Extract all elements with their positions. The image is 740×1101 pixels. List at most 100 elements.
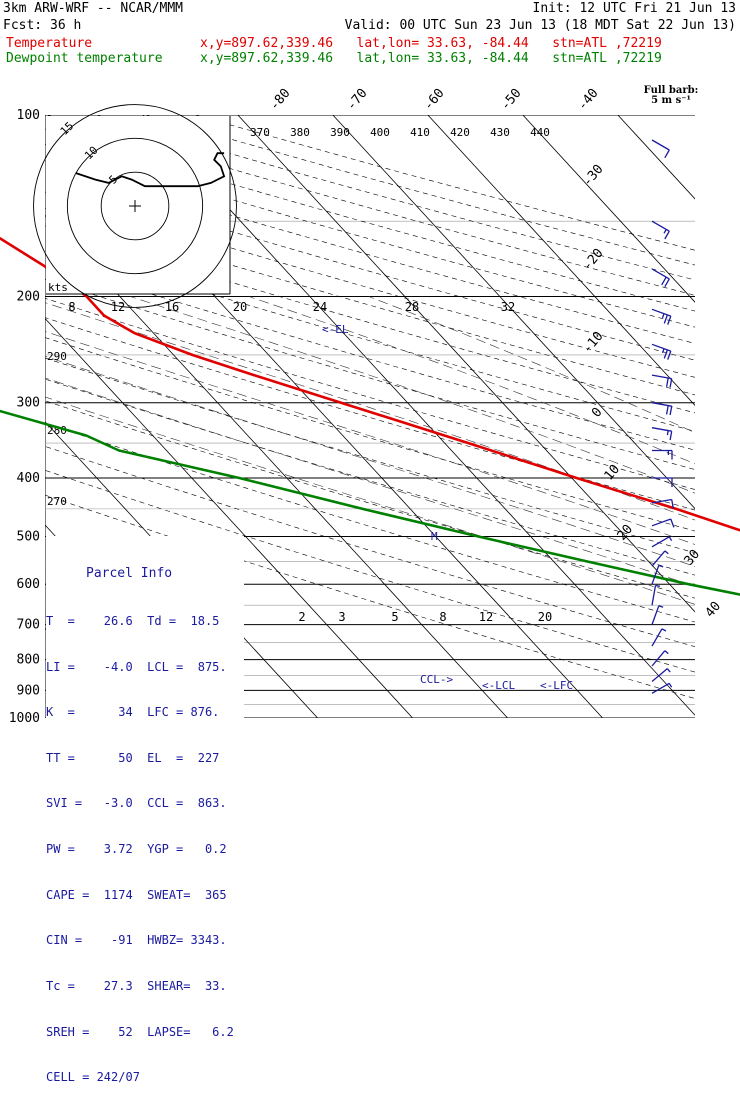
wind-barb bbox=[651, 650, 669, 667]
wind-barb-flag bbox=[669, 431, 673, 441]
mixing-ratio-label: 28 bbox=[405, 300, 419, 314]
isotherm-line bbox=[45, 317, 413, 718]
wind-barb-shaft bbox=[651, 682, 670, 694]
wind-barb-half-flag bbox=[661, 348, 665, 354]
el-marker: <-EL bbox=[322, 323, 349, 336]
dry-adiabat bbox=[45, 208, 695, 396]
wind-barb bbox=[651, 268, 670, 288]
moist-adiabat bbox=[45, 302, 695, 521]
mixing-ratio-label: 20 bbox=[233, 300, 247, 314]
wind-barb bbox=[651, 139, 670, 159]
lcl-marker: <-LCL bbox=[482, 679, 515, 692]
theta-e-label: 420 bbox=[450, 126, 470, 139]
wind-barb-flag bbox=[669, 406, 673, 416]
ccl-marker: CCL-> bbox=[420, 673, 453, 686]
mixing-ratio-label: 12 bbox=[111, 300, 125, 314]
valid-time: Valid: 00 UTC Sun 23 Jun 13 (18 MDT Sat … bbox=[344, 18, 736, 33]
hodograph-units-label: kts bbox=[48, 281, 68, 294]
wind-barb-flag bbox=[663, 314, 669, 324]
wind-barb-half-flag bbox=[666, 430, 669, 436]
moist-adiabat bbox=[45, 396, 695, 605]
mixing-ratio-label: 5 bbox=[391, 610, 398, 624]
wind-barb-shaft bbox=[651, 536, 670, 548]
temperature-location: x,y=897.62,339.46 lat,lon= 33.63, -84.44… bbox=[200, 36, 662, 51]
mixing-ratio-label: 32 bbox=[501, 300, 515, 314]
wind-barb bbox=[651, 605, 664, 625]
isotherm-label-top: -40 bbox=[575, 86, 602, 114]
pressure-tick-label: 700 bbox=[17, 618, 40, 633]
wind-barb bbox=[651, 668, 671, 682]
isotherm-line bbox=[237, 115, 695, 613]
wind-barb-shaft bbox=[651, 605, 660, 625]
wind-barb-flag bbox=[667, 315, 672, 325]
model-title: 3km ARW-WRF -- NCAR/MMM bbox=[3, 1, 184, 16]
mixing-ratio-label: 3 bbox=[338, 610, 345, 624]
isotherm-line bbox=[522, 115, 695, 303]
wind-barb-half-flag bbox=[655, 584, 661, 587]
dry-adiabat bbox=[45, 337, 695, 532]
moist-adiabat bbox=[368, 296, 695, 433]
moist-adiabat bbox=[130, 296, 695, 494]
dry-adiabat bbox=[194, 115, 695, 251]
wind-barb-half-flag bbox=[658, 564, 664, 568]
hodograph-ring bbox=[66, 137, 204, 275]
moist-adiabat bbox=[248, 296, 695, 465]
parcel-row: TT = 50 EL = 227 bbox=[46, 750, 220, 765]
isotherm-label-right: 0 bbox=[589, 405, 606, 421]
isotherm-line bbox=[427, 115, 695, 406]
wind-barb-shaft bbox=[651, 139, 670, 151]
wind-barb bbox=[651, 308, 672, 325]
parcel-row: CAPE = 1174 SWEAT= 365 bbox=[46, 887, 227, 902]
wind-barb-half-flag bbox=[668, 536, 673, 542]
mixing-ratio-label: 8 bbox=[68, 300, 75, 314]
theta-e-label: 390 bbox=[330, 126, 350, 139]
isotherm-label-top: -70 bbox=[344, 86, 371, 114]
pressure-tick-label: 800 bbox=[17, 653, 40, 668]
theta-e-label: 370 bbox=[250, 126, 270, 139]
wind-barb-half-flag bbox=[664, 650, 669, 655]
wind-barb-flag bbox=[664, 230, 670, 240]
wind-barb-key: Full barb: 5 m s⁻¹ bbox=[632, 86, 710, 106]
level-marker: M bbox=[431, 530, 438, 543]
pressure-tick-label: 1000 bbox=[9, 711, 40, 726]
mixing-ratio-label: 12 bbox=[479, 610, 493, 624]
wind-barb-half-flag bbox=[668, 682, 673, 688]
theta-e-label: 380 bbox=[290, 126, 310, 139]
parcel-row: CELL = 242/07 bbox=[46, 1070, 140, 1085]
lfc-marker: <-LFC bbox=[540, 679, 573, 692]
wind-barb bbox=[651, 374, 673, 388]
dry-adiabat bbox=[45, 400, 695, 599]
wind-barb-flag bbox=[669, 378, 673, 388]
wind-barb-flag bbox=[661, 276, 667, 286]
pressure-tick-label: 200 bbox=[17, 290, 40, 305]
wind-barb-flag bbox=[663, 349, 669, 359]
isotherm-label-right: -20 bbox=[580, 246, 607, 274]
wind-barb-flag bbox=[665, 377, 669, 387]
parcel-info-panel: Parcel Info T = 26.6 Td = 18.5 LI = -4.0… bbox=[46, 536, 244, 1084]
wind-barb-shaft bbox=[651, 565, 660, 585]
parcel-info-title: Parcel Info bbox=[86, 566, 173, 582]
wind-barb bbox=[651, 628, 667, 647]
wind-barb-flag bbox=[671, 499, 674, 509]
pressure-tick-label: 900 bbox=[17, 683, 40, 698]
wind-barb-shaft bbox=[651, 550, 666, 567]
moist-adiabat bbox=[45, 331, 695, 545]
wind-barb bbox=[651, 536, 673, 548]
pressure-tick-label: 100 bbox=[17, 108, 40, 123]
wind-barb-shaft bbox=[651, 498, 672, 504]
wind-barb bbox=[651, 427, 673, 441]
isotherm-label-right: -10 bbox=[580, 329, 607, 357]
dewpoint-location: x,y=897.62,339.46 lat,lon= 33.63, -84.44… bbox=[200, 51, 662, 66]
wind-barb-half-flag bbox=[666, 668, 671, 673]
wind-barb bbox=[651, 402, 673, 416]
wind-barb-half-flag bbox=[663, 229, 667, 234]
wind-barb-shaft bbox=[651, 308, 672, 317]
wind-barb-half-flag bbox=[661, 313, 665, 319]
mixing-ratio-label: 2 bbox=[298, 610, 305, 624]
wind-barb-shaft bbox=[651, 585, 657, 606]
mixing-ratio-label: 20 bbox=[538, 610, 552, 624]
theta-e-label: 430 bbox=[490, 126, 510, 139]
hodograph-background bbox=[46, 116, 230, 294]
pressure-tick-label: 400 bbox=[17, 471, 40, 486]
